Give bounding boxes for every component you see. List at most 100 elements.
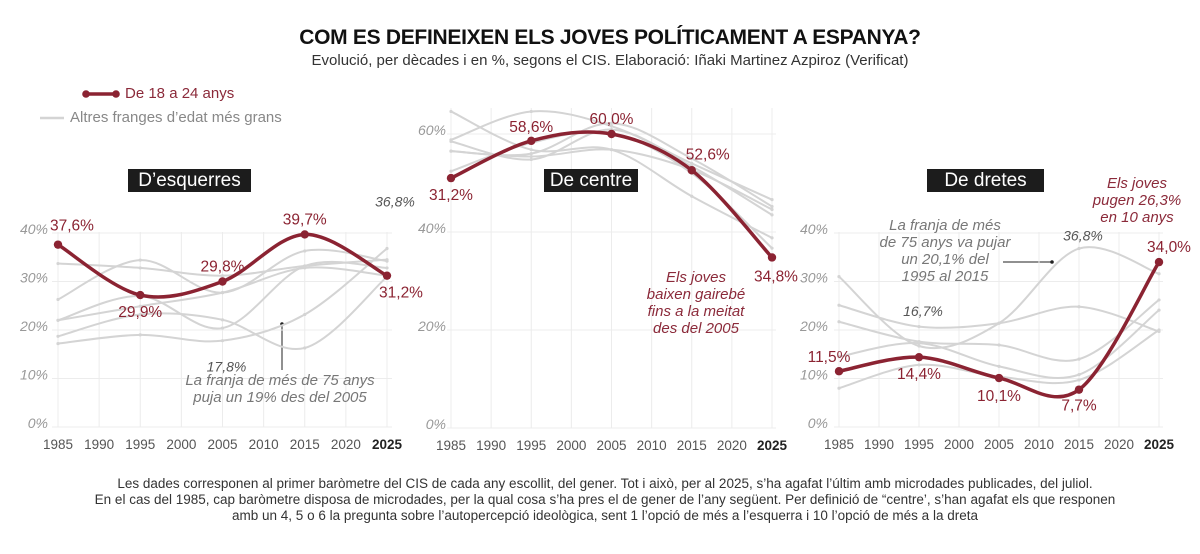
data-label-young: 11,5% — [808, 349, 851, 366]
x-tick-label: 1985 — [824, 437, 854, 452]
data-label-young: 34,8% — [754, 268, 798, 285]
legend — [40, 90, 120, 120]
data-point-other — [770, 236, 774, 240]
x-tick-label: 1995 — [125, 437, 155, 452]
data-label-young: 29,9% — [118, 304, 162, 321]
annotation-line: Els joves — [1106, 175, 1168, 192]
data-point-other — [770, 204, 774, 209]
chart-subtitle: Evolució, per dècades i en %, segons el … — [311, 52, 909, 69]
data-point-other — [220, 339, 225, 343]
y-tick-label: 10% — [800, 367, 828, 383]
x-tick-label: 2000 — [556, 438, 586, 453]
annotation-left-75: La franja de més de 75 anys puja un 19% … — [160, 372, 400, 406]
data-point-other — [385, 246, 389, 251]
data-label-young: 34,0% — [1147, 239, 1191, 256]
data-point-young — [53, 240, 63, 249]
x-tick-label: 2020 — [1104, 437, 1134, 452]
legend-others-label: Altres franges d’edat més grans — [70, 109, 282, 126]
data-point-young — [1074, 385, 1084, 394]
data-point-other — [770, 207, 774, 212]
data-point-other — [529, 157, 533, 162]
data-point-other — [917, 325, 921, 329]
data-point-other — [220, 326, 225, 330]
data-point-young — [914, 352, 924, 362]
data-point-other — [837, 320, 841, 324]
chart-title: COM ES DEFINEIXEN ELS JOVES POLÍTICAMENT… — [299, 26, 921, 49]
data-point-other — [220, 291, 225, 295]
x-tick-label: 2025 — [372, 437, 403, 452]
annotation-line: en 10 anys — [1100, 209, 1174, 226]
y-tick-label: 40% — [20, 221, 48, 237]
data-point-other — [690, 156, 694, 161]
annotation-line: puja un 19% des del 2005 — [193, 389, 367, 406]
data-point-young — [446, 173, 456, 183]
data-point-other — [303, 266, 307, 270]
annotation-line: des del 2005 — [653, 320, 739, 337]
x-tick-label: 2000 — [944, 437, 974, 452]
y-tick-label: 0% — [426, 416, 446, 432]
data-point-other — [220, 274, 225, 278]
data-point-other — [449, 149, 453, 153]
annotation-line: Els joves — [665, 269, 727, 286]
data-point-other — [690, 161, 694, 165]
footnote: Les dades corresponen al primer baròmetr… — [0, 476, 1200, 524]
data-label-young: 60,0% — [590, 111, 634, 128]
x-tick-label: 2010 — [249, 437, 279, 452]
data-label-young: 7,7% — [1061, 398, 1097, 415]
data-point-other — [138, 266, 142, 270]
data-point-other — [609, 121, 614, 125]
data-point-other — [917, 344, 921, 348]
x-tick-label: 1995 — [904, 437, 934, 452]
panel-title-center: De centre — [544, 169, 638, 192]
chart-panel-left: 1985 1990 1995 2000 2005 2010 2015 2020 2025 0% 10… — [19, 194, 423, 452]
data-point-other — [1077, 378, 1081, 382]
data-point-other — [56, 318, 60, 322]
chart-panel-center: 1985 1990 1995 2000 2005 2010 2015 2020 2025 0% 20… — [417, 108, 798, 453]
data-point-other — [220, 318, 225, 322]
x-tick-label: 2015 — [677, 438, 707, 453]
data-point-other — [449, 139, 453, 143]
annotation-right-75: La franja de més de 75 anys va pujar un … — [865, 217, 1025, 285]
x-tick-label: 2020 — [717, 438, 747, 453]
data-point-other — [690, 194, 694, 198]
data-label-other: 17,8% — [207, 359, 247, 375]
footnote-line: amb un 4, 5 o 6 la pregunta sobre l’auto… — [232, 508, 978, 523]
annotation-line: un 20,1% del — [901, 251, 989, 268]
y-tick-label: 20% — [417, 318, 446, 334]
x-tick-label: 2010 — [1024, 437, 1054, 452]
x-tick-label: 2025 — [1144, 437, 1175, 452]
data-point-other — [997, 364, 1001, 368]
data-label-young: 14,4% — [897, 366, 941, 383]
y-tick-label: 60% — [418, 122, 446, 138]
x-tick-label: 2005 — [207, 437, 237, 452]
data-point-other — [770, 213, 774, 217]
legend-young-dot — [112, 90, 120, 98]
data-label-young: 31,2% — [379, 285, 423, 302]
data-point-other — [837, 303, 841, 307]
data-point-other — [529, 154, 533, 159]
annotation-line: 1995 al 2015 — [901, 268, 989, 285]
annotation-line: baixen gairebé — [646, 286, 746, 303]
y-tick-label: 30% — [20, 270, 48, 286]
y-tick-label: 0% — [28, 415, 48, 431]
data-point-other — [138, 304, 142, 308]
x-tick-label: 1990 — [864, 437, 894, 452]
data-label-young: 52,6% — [686, 146, 730, 163]
x-tick-label: 2005 — [596, 438, 626, 453]
x-tick-label: 2005 — [984, 437, 1014, 452]
data-point-other — [385, 259, 389, 263]
data-point-other — [1157, 298, 1161, 302]
data-point-young — [382, 271, 392, 280]
data-point-other — [1077, 357, 1081, 361]
data-point-other — [56, 297, 60, 302]
data-point-other — [529, 152, 533, 156]
x-tick-label: 1985 — [43, 437, 73, 452]
data-point-other — [1157, 272, 1161, 276]
annotation-line: La franja de més — [889, 217, 1001, 234]
data-label-other: 36,8% — [1063, 228, 1103, 244]
data-point-young — [767, 253, 777, 262]
data-label-other: 36,8% — [375, 194, 415, 210]
data-point-other — [770, 246, 774, 250]
data-point-other — [609, 124, 614, 128]
